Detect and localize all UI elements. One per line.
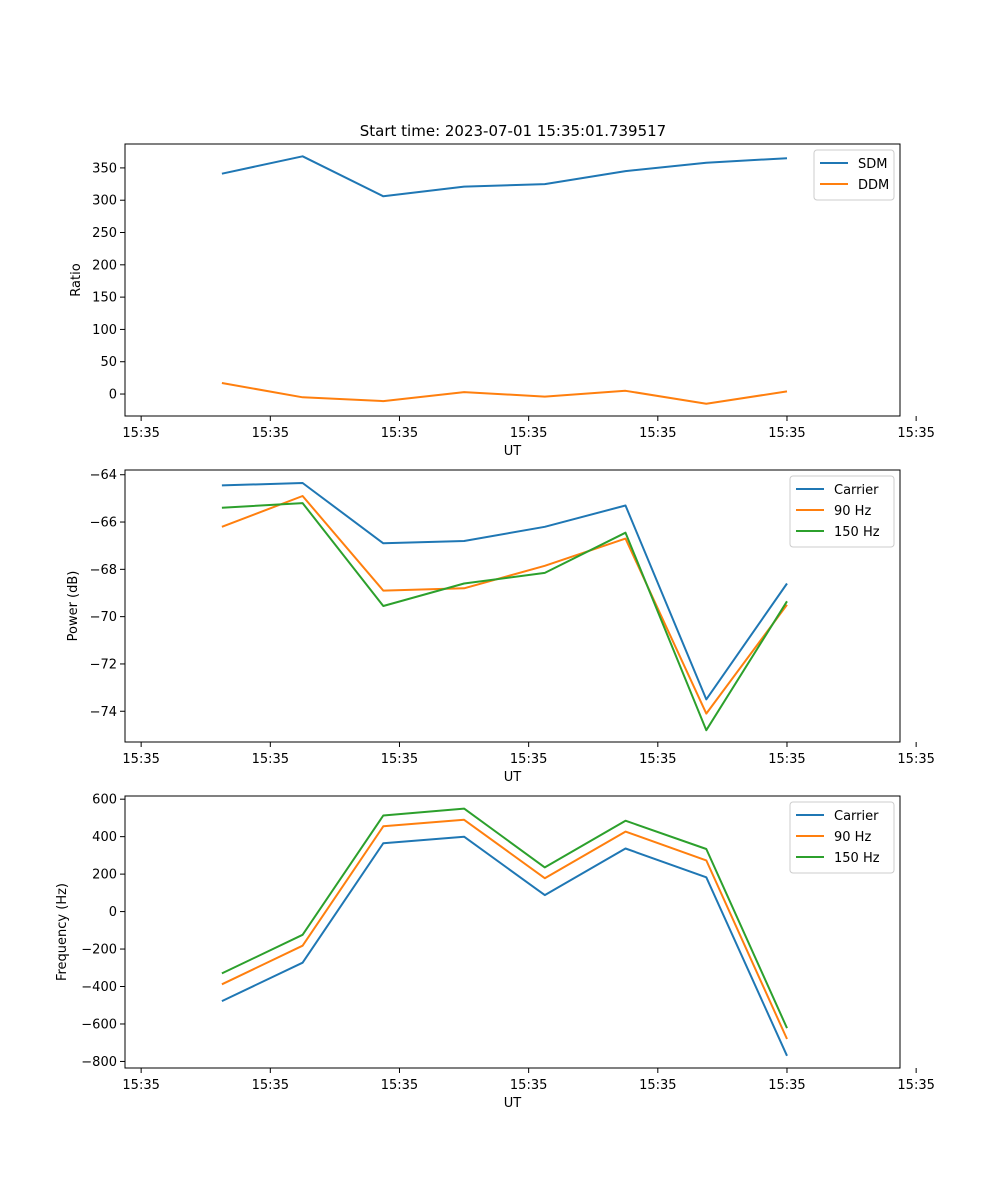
legend-box: [789, 801, 895, 874]
subplot-1: 15:35 15:35 15:35 15:35 15:35 15:35 15:35 0 50 10…: [69, 143, 935, 459]
x-tick-label: 15:35: [510, 752, 547, 767]
legend-label: Carrier: [834, 483, 879, 498]
x-tick-label: 15:35: [510, 1078, 547, 1093]
legend-label: 150 Hz: [834, 525, 880, 540]
subplot-2: 15:35 15:35 15:35 15:35 15:35 15:35 15:35 −74 −7…: [66, 468, 935, 785]
y-axis-label: Frequency (Hz): [55, 883, 70, 981]
x-tick-label: 15:35: [122, 1078, 159, 1093]
y-tick-label: 150: [92, 291, 117, 306]
series-line-carrier: [221, 835, 788, 1057]
series-line-sdm: [221, 155, 788, 198]
y-tick-label: −70: [90, 610, 117, 625]
subplot-3: 15:35 15:35 15:35 15:35 15:35 15:35 15:35 −800 −…: [55, 793, 935, 1111]
y-tick-label: 100: [92, 323, 117, 338]
y-tick-label: 600: [92, 793, 117, 808]
x-tick-label: 15:35: [897, 752, 934, 767]
x-tick-label: 15:35: [252, 426, 289, 441]
legend-label: 90 Hz: [834, 830, 871, 845]
x-tick-label: 15:35: [381, 426, 418, 441]
legend: Carrier 90 Hz 150 Hz: [789, 475, 895, 548]
x-tick-label: 15:35: [639, 1078, 676, 1093]
x-tick-label: 15:35: [768, 426, 805, 441]
axes-frame: [124, 795, 901, 1069]
y-tick-label: 350: [92, 161, 117, 176]
y-tick-label: −68: [90, 563, 117, 578]
y-tick-label: −74: [90, 705, 117, 720]
series-line-150-hz: [221, 807, 788, 1029]
x-axis-label: UT: [504, 770, 522, 785]
series-line-90-hz: [221, 818, 788, 1040]
y-tick-label: −600: [81, 1017, 117, 1032]
axes-frame: [124, 469, 901, 743]
series-line-90-hz: [221, 495, 788, 715]
legend-label: SDM: [858, 157, 887, 172]
series-line-carrier: [221, 482, 788, 701]
figure-title: Start time: 2023-07-01 15:35:01.739517: [360, 122, 666, 140]
x-tick-label: 15:35: [510, 426, 547, 441]
y-tick-label: −200: [81, 943, 117, 958]
x-tick-label: 15:35: [252, 1078, 289, 1093]
y-tick-label: −66: [90, 516, 117, 531]
x-tick-label: 15:35: [897, 426, 934, 441]
legend-box: [789, 475, 895, 548]
legend: SDM DDM: [813, 149, 895, 201]
legend-label: 150 Hz: [834, 851, 880, 866]
y-tick-label: 200: [92, 868, 117, 883]
y-tick-label: −72: [90, 657, 117, 672]
axes-frame: [124, 143, 901, 417]
legend-label: 90 Hz: [834, 504, 871, 519]
x-tick-label: 15:35: [252, 752, 289, 767]
x-tick-label: 15:35: [122, 752, 159, 767]
x-tick-label: 15:35: [768, 752, 805, 767]
series-line-150-hz: [221, 502, 788, 732]
legend: Carrier 90 Hz 150 Hz: [789, 801, 895, 874]
legend-label: Carrier: [834, 809, 879, 824]
x-tick-label: 15:35: [897, 1078, 934, 1093]
y-tick-label: 200: [92, 258, 117, 273]
y-tick-label: 0: [109, 388, 117, 403]
y-tick-label: 300: [92, 194, 117, 209]
y-tick-label: −800: [81, 1055, 117, 1070]
y-tick-label: −400: [81, 980, 117, 995]
x-tick-label: 15:35: [122, 426, 159, 441]
y-tick-label: 250: [92, 226, 117, 241]
y-tick-label: −64: [90, 468, 117, 483]
x-tick-label: 15:35: [381, 752, 418, 767]
series-line-ddm: [221, 382, 788, 405]
x-tick-label: 15:35: [639, 426, 676, 441]
x-tick-label: 15:35: [381, 1078, 418, 1093]
y-tick-label: 50: [100, 355, 117, 370]
y-axis-label: Power (dB): [66, 571, 81, 642]
y-axis-label: Ratio: [69, 263, 84, 296]
y-tick-label: 400: [92, 830, 117, 845]
x-tick-label: 15:35: [639, 752, 676, 767]
x-axis-label: UT: [504, 444, 522, 459]
x-tick-label: 15:35: [768, 1078, 805, 1093]
x-axis-label: UT: [504, 1096, 522, 1111]
legend-label: DDM: [858, 178, 889, 193]
y-tick-label: 0: [109, 905, 117, 920]
